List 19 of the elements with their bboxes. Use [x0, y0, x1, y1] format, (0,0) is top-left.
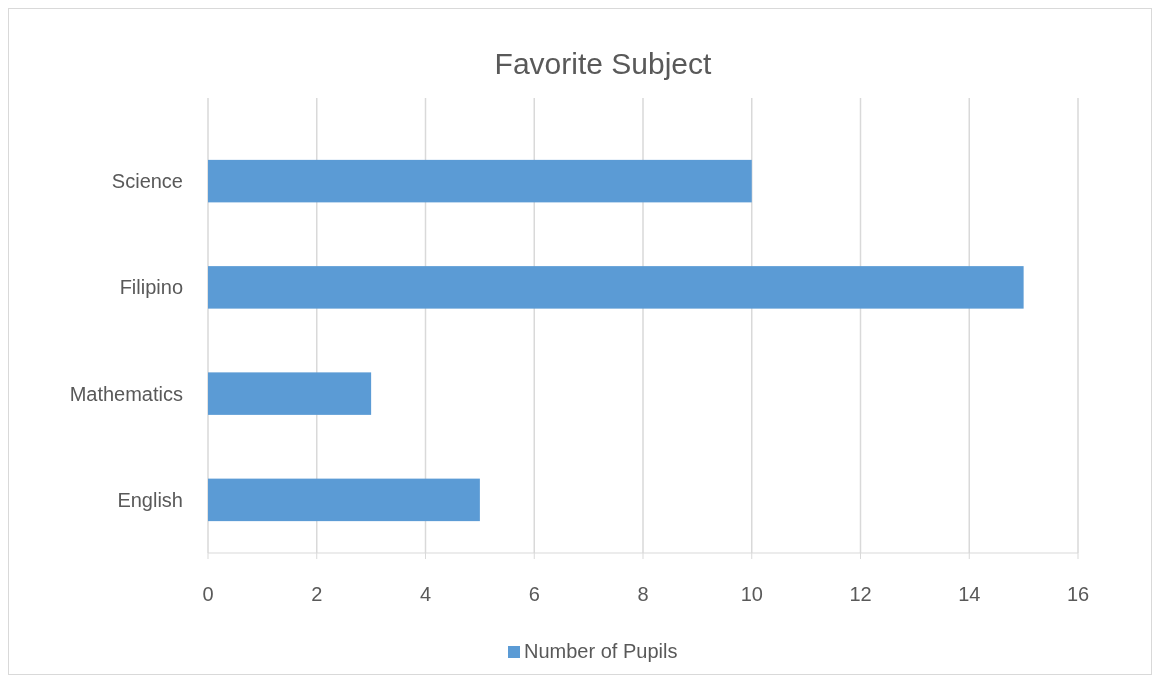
- chart-title: Favorite Subject: [494, 47, 713, 80]
- bar: [208, 159, 752, 203]
- y-tick-label: Science: [111, 170, 183, 193]
- legend-label: Number of Pupils: [524, 640, 678, 662]
- bar: [208, 266, 1024, 309]
- bar: [208, 478, 480, 522]
- x-tick-label: 0: [202, 583, 214, 605]
- y-tick-label: English: [117, 488, 183, 511]
- x-tick-label: 10: [740, 583, 763, 605]
- x-tick-label: 16: [1066, 583, 1090, 605]
- x-tick-label: 2: [311, 583, 323, 605]
- y-tick-label: Filipino: [119, 276, 183, 299]
- x-tick-label: 6: [528, 583, 540, 605]
- bar: [208, 372, 372, 415]
- x-tick-label: 14: [958, 583, 981, 605]
- x-tick-label: 8: [637, 583, 649, 605]
- x-tick-label: 4: [419, 583, 432, 605]
- x-tick-label: 12: [849, 583, 872, 605]
- y-tick-label: Mathematics: [69, 382, 183, 405]
